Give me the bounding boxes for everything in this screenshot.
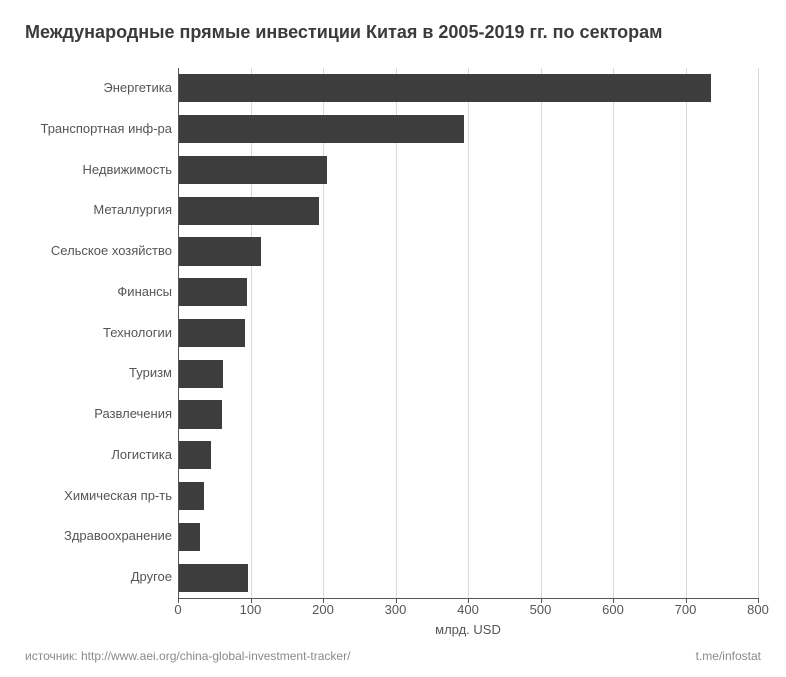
x-tick-label: 500 <box>530 602 552 617</box>
y-tick-label: Здравоохранение <box>12 516 172 557</box>
bar-row <box>178 313 758 354</box>
bar-row <box>178 516 758 557</box>
plot-area <box>178 68 758 598</box>
y-tick-label: Транспортная инф-ра <box>12 109 172 150</box>
source-text: источник: http://www.aei.org/china-globa… <box>25 649 350 663</box>
bar-row <box>178 231 758 272</box>
x-tick-label: 700 <box>675 602 697 617</box>
bar <box>178 237 261 265</box>
bar-row <box>178 68 758 109</box>
bar <box>178 156 327 184</box>
x-tick-label: 300 <box>385 602 407 617</box>
x-tick-label: 400 <box>457 602 479 617</box>
bar-row <box>178 394 758 435</box>
x-tick-label: 200 <box>312 602 334 617</box>
bar-row <box>178 557 758 598</box>
y-tick-label: Развлечения <box>12 394 172 435</box>
bar <box>178 564 248 592</box>
source-prefix: источник: <box>25 649 81 663</box>
bar <box>178 319 245 347</box>
bar <box>178 482 204 510</box>
x-tick-label: 600 <box>602 602 624 617</box>
credit-text: t.me/infostat <box>696 649 761 663</box>
y-tick-label: Туризм <box>12 353 172 394</box>
bar-row <box>178 476 758 517</box>
bar <box>178 441 211 469</box>
y-tick-label: Металлургия <box>12 190 172 231</box>
bar <box>178 400 222 428</box>
bar-row <box>178 353 758 394</box>
y-tick-label: Логистика <box>12 435 172 476</box>
y-tick-label: Энергетика <box>12 68 172 109</box>
bar <box>178 197 319 225</box>
bar-row <box>178 150 758 191</box>
y-tick-label: Другое <box>12 557 172 598</box>
y-axis-line <box>178 68 179 598</box>
gridline <box>758 68 759 598</box>
source-url: http://www.aei.org/china-global-investme… <box>81 649 350 663</box>
y-tick-label: Недвижимость <box>12 150 172 191</box>
bar-row <box>178 190 758 231</box>
bar <box>178 523 200 551</box>
x-axis-title: млрд. USD <box>178 622 758 637</box>
y-tick-label: Финансы <box>12 272 172 313</box>
bar-row <box>178 435 758 476</box>
x-tick-label: 100 <box>240 602 262 617</box>
bar-row <box>178 272 758 313</box>
bar <box>178 115 464 143</box>
bar <box>178 360 223 388</box>
y-tick-label: Технологии <box>12 313 172 354</box>
y-tick-label: Сельское хозяйство <box>12 231 172 272</box>
bar <box>178 278 247 306</box>
x-tick-label: 0 <box>174 602 181 617</box>
bar <box>178 74 711 102</box>
bar-row <box>178 109 758 150</box>
y-tick-label: Химическая пр-ть <box>12 476 172 517</box>
x-tick-label: 800 <box>747 602 769 617</box>
chart-title: Международные прямые инвестиции Китая в … <box>25 22 662 43</box>
